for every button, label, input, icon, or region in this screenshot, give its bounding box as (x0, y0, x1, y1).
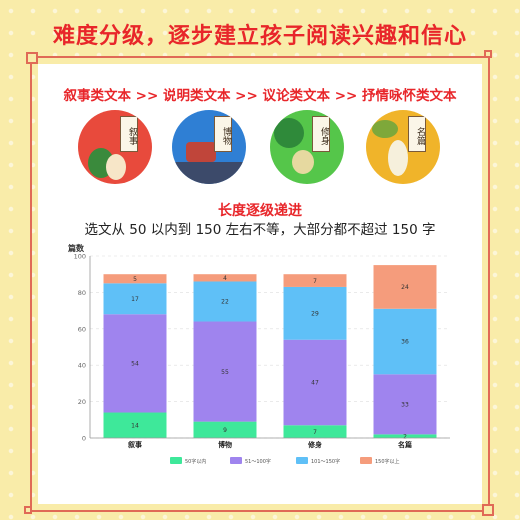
x-tick-label: 名篇 (398, 440, 412, 449)
illustration-narrative: 叙事 (78, 110, 152, 184)
y-tick-label: 100 (74, 253, 86, 261)
bar-segment (373, 308, 437, 375)
data-label: 47 (311, 380, 319, 387)
category-illustrations: 叙事 博物 修身 名篇 (0, 110, 520, 190)
x-tick-label: 博物 (218, 440, 232, 449)
bar-segment (193, 274, 257, 282)
data-label: 24 (401, 284, 409, 291)
data-label: 7 (313, 429, 317, 436)
bar-segment (283, 286, 347, 340)
bar-segment (103, 412, 167, 438)
x-tick-label: 叙事 (127, 440, 142, 449)
bar-segment (193, 421, 257, 438)
legend-swatch (230, 457, 242, 464)
legend-label: 101～150字 (311, 458, 340, 465)
bar-segment (283, 425, 347, 438)
bar-segment (373, 434, 437, 438)
legend-swatch (360, 457, 372, 464)
y-tick-label: 0 (82, 435, 86, 443)
y-tick-label: 60 (78, 325, 86, 333)
legend-label: 51～100字 (245, 458, 271, 465)
circle-label: 博物 (214, 116, 232, 152)
frame-corner (484, 50, 492, 58)
circle-label: 名篇 (408, 116, 426, 152)
circle-label: 叙事 (120, 116, 138, 152)
legend-swatch (170, 457, 182, 464)
illustration-famous-works: 名篇 (366, 110, 440, 184)
bar-segment (283, 339, 347, 426)
chart-subtitle: 长度逐级递进 (218, 203, 302, 219)
data-label: 14 (131, 422, 139, 429)
data-label: 5 (133, 276, 137, 283)
data-label: 22 (221, 299, 229, 306)
bar-segment (193, 281, 257, 322)
data-label: 55 (221, 369, 229, 376)
data-label: 29 (311, 311, 319, 318)
x-tick-label: 修身 (307, 440, 322, 449)
legend-label: 150字以上 (375, 458, 400, 465)
y-tick-label: 20 (78, 398, 86, 406)
card-frame (26, 52, 494, 516)
data-label: 36 (401, 339, 409, 346)
illustration-natural-history: 博物 (172, 110, 246, 184)
bar-segment (103, 314, 167, 413)
circle-label: 修身 (312, 116, 330, 152)
category-progression: 叙事类文本 >> 说明类文本 >> 议论类文本 >> 抒情咏怀类文本 (63, 88, 457, 104)
bar-segment (283, 274, 347, 287)
bar-segment (103, 283, 167, 315)
legend-label: 50字以内 (185, 458, 206, 465)
y-tick-label: 40 (78, 362, 86, 370)
data-label: 2 (403, 433, 407, 440)
y-axis-label: 篇数 (68, 243, 85, 253)
bar-segment (193, 321, 257, 422)
headline: 难度分级，逐步建立孩子阅读兴趣和信心 (52, 23, 467, 49)
data-label: 54 (131, 361, 139, 368)
bar-segment (373, 374, 437, 435)
data-label: 7 (313, 278, 317, 285)
illustration-self-cultivation: 修身 (270, 110, 344, 184)
data-label: 9 (223, 427, 227, 434)
legend-swatch (296, 457, 308, 464)
data-label: 33 (401, 402, 409, 409)
bar-segment (373, 265, 437, 309)
y-tick-label: 80 (78, 289, 86, 297)
chart-caption: 选文从 50 以内到 150 左右不等，大部分都不超过 150 字 (84, 222, 436, 238)
data-label: 17 (131, 296, 139, 303)
frame-corner (24, 506, 32, 514)
data-label: 4 (223, 275, 227, 282)
bar-segment (103, 274, 167, 284)
